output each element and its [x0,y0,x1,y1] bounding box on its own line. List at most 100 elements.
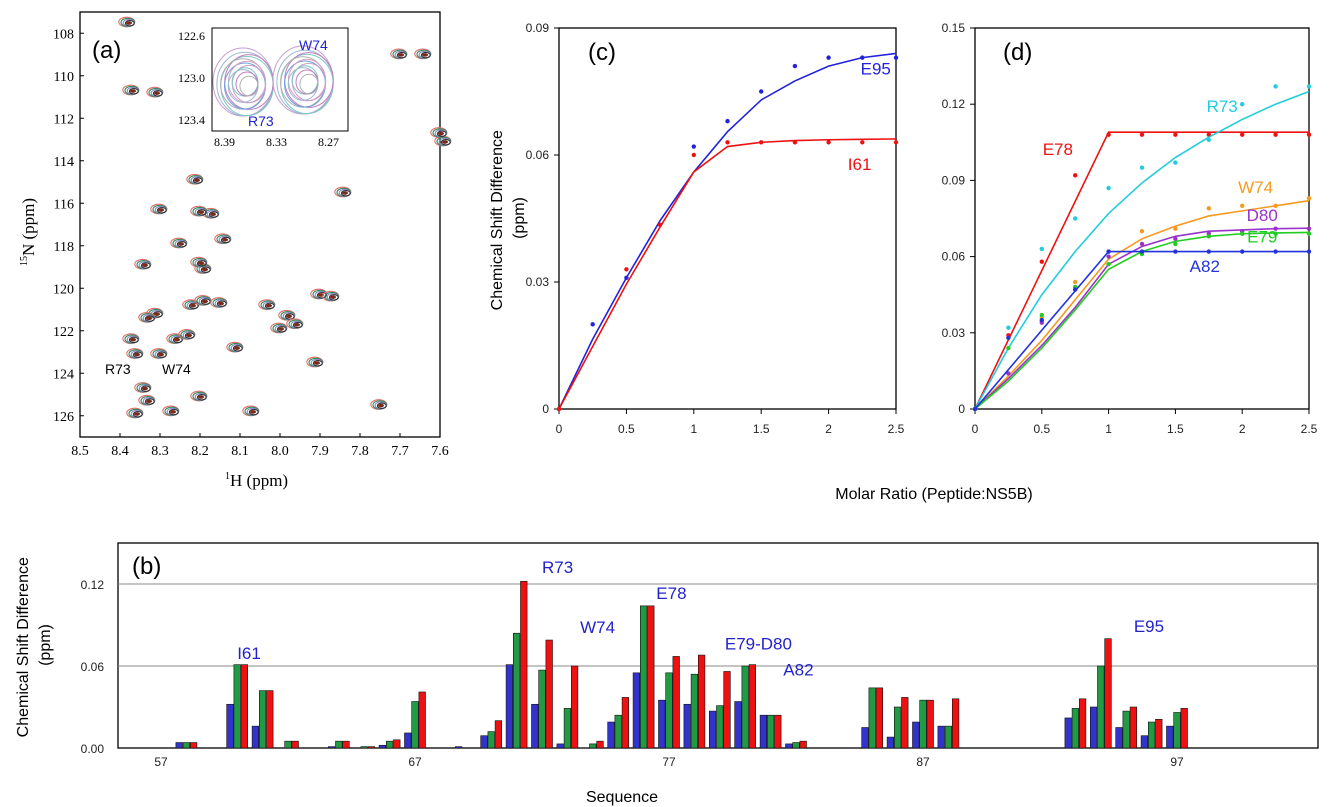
point-a82 [972,406,978,412]
point-e79 [1173,241,1178,247]
peak-contour [196,260,207,267]
ytick-label: 0.06 [526,148,550,162]
point-i61 [792,140,798,145]
bar-series-0 [861,727,869,749]
peak-core [198,210,204,214]
bar-series-0 [226,703,234,749]
peak-contour [328,294,339,301]
peak-39 [162,405,180,417]
bar-series-0 [1166,725,1174,749]
peak-contour [216,300,227,307]
bar-series-1 [893,706,902,749]
xtick-label: 1 [690,422,697,436]
peak-23 [278,309,296,321]
panel-a-y-ticks: 108 110 112 114 116 118 120 122 124 126 [53,27,84,425]
point-e95 [624,275,629,280]
peak-contour [232,345,243,352]
bar-series-0 [1090,706,1098,749]
ytick-label: 0.15 [942,21,966,35]
point-e78 [1240,132,1245,137]
bar-series-2 [545,639,553,749]
bar-series-0 [759,714,767,749]
bar-series-1 [639,605,648,749]
point-r73 [1173,160,1178,165]
xtick-label: 2 [825,422,832,436]
point-e78 [1039,259,1045,264]
point-a82 [1306,249,1312,254]
peak-contour [376,402,387,409]
point-w74 [1206,206,1212,211]
panel-a-ylabel-sup: 15 [19,256,30,266]
bar-series-2 [697,654,706,749]
bar-series-2 [418,691,426,749]
a-ytick-label: 126 [53,410,74,425]
panel-a-ylabel: 15N (ppm) [19,198,38,266]
inset-label-w74: W74 [299,37,328,53]
panel-b-ylabel: Chemical Shift Difference (ppm) [15,553,54,738]
point-i61 [624,267,629,272]
peak-contour [152,90,163,97]
panel-b-ticks: 0.00 0.06 0.12 57 67 77 87 97 [81,578,1184,769]
peak-core [422,53,428,57]
bar-series-2 [672,656,680,749]
point-i61 [893,140,899,145]
point-e79 [1306,231,1312,236]
bar-series-0 [327,746,336,749]
bar-series-2 [621,697,629,749]
point-e78 [1073,173,1078,178]
series-label-r73: R73 [1207,97,1238,116]
peak-core [194,178,200,183]
panel-a-xlabel: 1H (ppm) [225,471,288,490]
panel-a-xlabel-main: H (ppm) [230,471,288,490]
peak-core [142,263,148,268]
peak-core [286,314,292,319]
bar-series-1 [258,690,267,749]
point-r73 [1240,102,1245,107]
peak-contour [124,19,135,27]
peak-16 [190,256,208,268]
peak-3 [390,48,408,60]
peak-contour [132,410,143,418]
xtick-label: 0 [556,422,563,436]
panel-d-chart: 0 0.5 1 1.5 2 2.5 0 0.03 0.06 0.09 0.12 0.15 E78 R73… [942,21,1318,436]
b-ytick-label: 0.06 [81,660,105,674]
fit-line-e95 [558,52,897,410]
bar-label-i61: I61 [237,644,261,663]
bar-series-2 [342,740,350,749]
inset-xtick-3: 8.27 [318,135,339,149]
bar-series-1 [385,740,394,749]
point-d80 [1173,236,1178,242]
peak-contour [128,87,139,95]
point-a82 [1240,249,1245,254]
point-i61 [725,140,730,145]
peak-37 [190,390,208,402]
peak-core [378,403,384,408]
peak-contour [248,408,259,416]
a-xtick-label: 7.8 [351,444,369,459]
point-r73 [1139,165,1145,170]
bar-series-1 [538,669,546,749]
bar-series-2 [774,714,782,749]
xtick-label: 1.5 [1167,422,1184,436]
peak-30 [178,329,196,340]
peak-contour [156,351,167,358]
panel-c-ylabel: Chemical Shift Difference (ppm) [489,126,528,311]
bar-series-2 [240,664,249,749]
xtick-label: 0.5 [618,422,635,436]
bar-label-w74: W74 [580,618,615,637]
bar-series-0 [937,725,945,749]
point-e78 [1106,132,1111,137]
peak-core [170,410,176,414]
peak-33 [150,348,168,359]
peak-core [134,352,140,357]
bar-series-0 [607,721,615,749]
peak-core [174,337,180,342]
point-d80 [1306,226,1312,231]
point-r73 [1073,216,1078,221]
peak-contour [208,211,219,218]
peak-contour [168,408,179,416]
point-e79 [1106,262,1111,267]
bar-series-0 [480,735,488,749]
panel-c-series: E95 I61 [556,52,899,412]
series-label-i61: I61 [848,155,872,174]
